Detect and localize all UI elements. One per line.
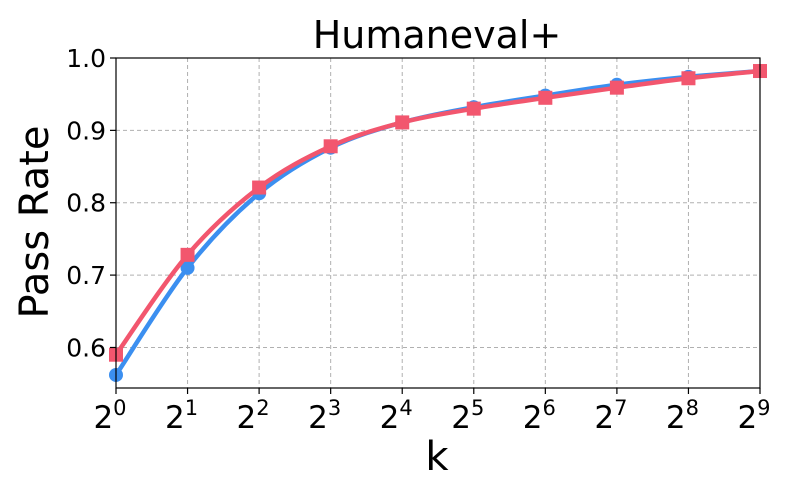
y-tick-label: 0.7 (66, 261, 106, 290)
x-tick-exponent: 8 (686, 396, 699, 420)
y-tick-label: 0.9 (66, 116, 106, 145)
x-tick-label: 25 (451, 396, 484, 436)
y-axis-label: Pass Rate (12, 126, 58, 319)
data-point (180, 260, 195, 275)
x-tick-label: 29 (737, 396, 770, 436)
x-tick-label: 22 (237, 396, 270, 436)
x-axis-label: k (425, 434, 449, 480)
series-line (114, 68, 761, 357)
y-tick-label: 0.6 (66, 333, 106, 362)
data-point (466, 101, 481, 116)
x-tick-label: 28 (666, 396, 699, 436)
data-point (252, 180, 267, 195)
x-tick-exponent: 3 (328, 396, 341, 420)
grid-lines (115, 57, 761, 388)
x-tick-exponent: 9 (757, 396, 770, 420)
x-tick-exponent: 0 (113, 396, 126, 420)
data-point (609, 80, 624, 95)
data-point (323, 139, 338, 154)
y-tick-label: 0.8 (66, 189, 106, 218)
x-tick-label: 20 (93, 396, 126, 436)
x-tick-exponent: 1 (185, 396, 198, 420)
x-tick-label: 21 (165, 396, 198, 436)
data-point (395, 115, 410, 130)
data-point (681, 71, 696, 86)
y-tick-label: 1.0 (66, 44, 106, 73)
x-tick-exponent: 4 (399, 396, 412, 420)
series-2 (109, 64, 767, 362)
axis-ticks: 20 21 22 23 24 25 26 27 28 290.60.70.80.91.0 (66, 44, 770, 436)
x-tick-label: 26 (523, 396, 556, 436)
series-layer (109, 64, 767, 382)
plot-frame (115, 57, 761, 389)
x-tick-label: 23 (308, 396, 341, 436)
x-tick-exponent: 7 (614, 396, 627, 420)
x-tick-exponent: 2 (256, 396, 269, 420)
x-tick-label: 24 (380, 396, 413, 436)
x-tick-exponent: 6 (543, 396, 556, 420)
data-point (538, 90, 553, 105)
data-point (180, 247, 195, 262)
chart-title: Humaneval+ (313, 13, 562, 57)
x-tick-label: 27 (594, 396, 627, 436)
x-tick-exponent: 5 (471, 396, 484, 420)
series-1 (109, 64, 767, 382)
